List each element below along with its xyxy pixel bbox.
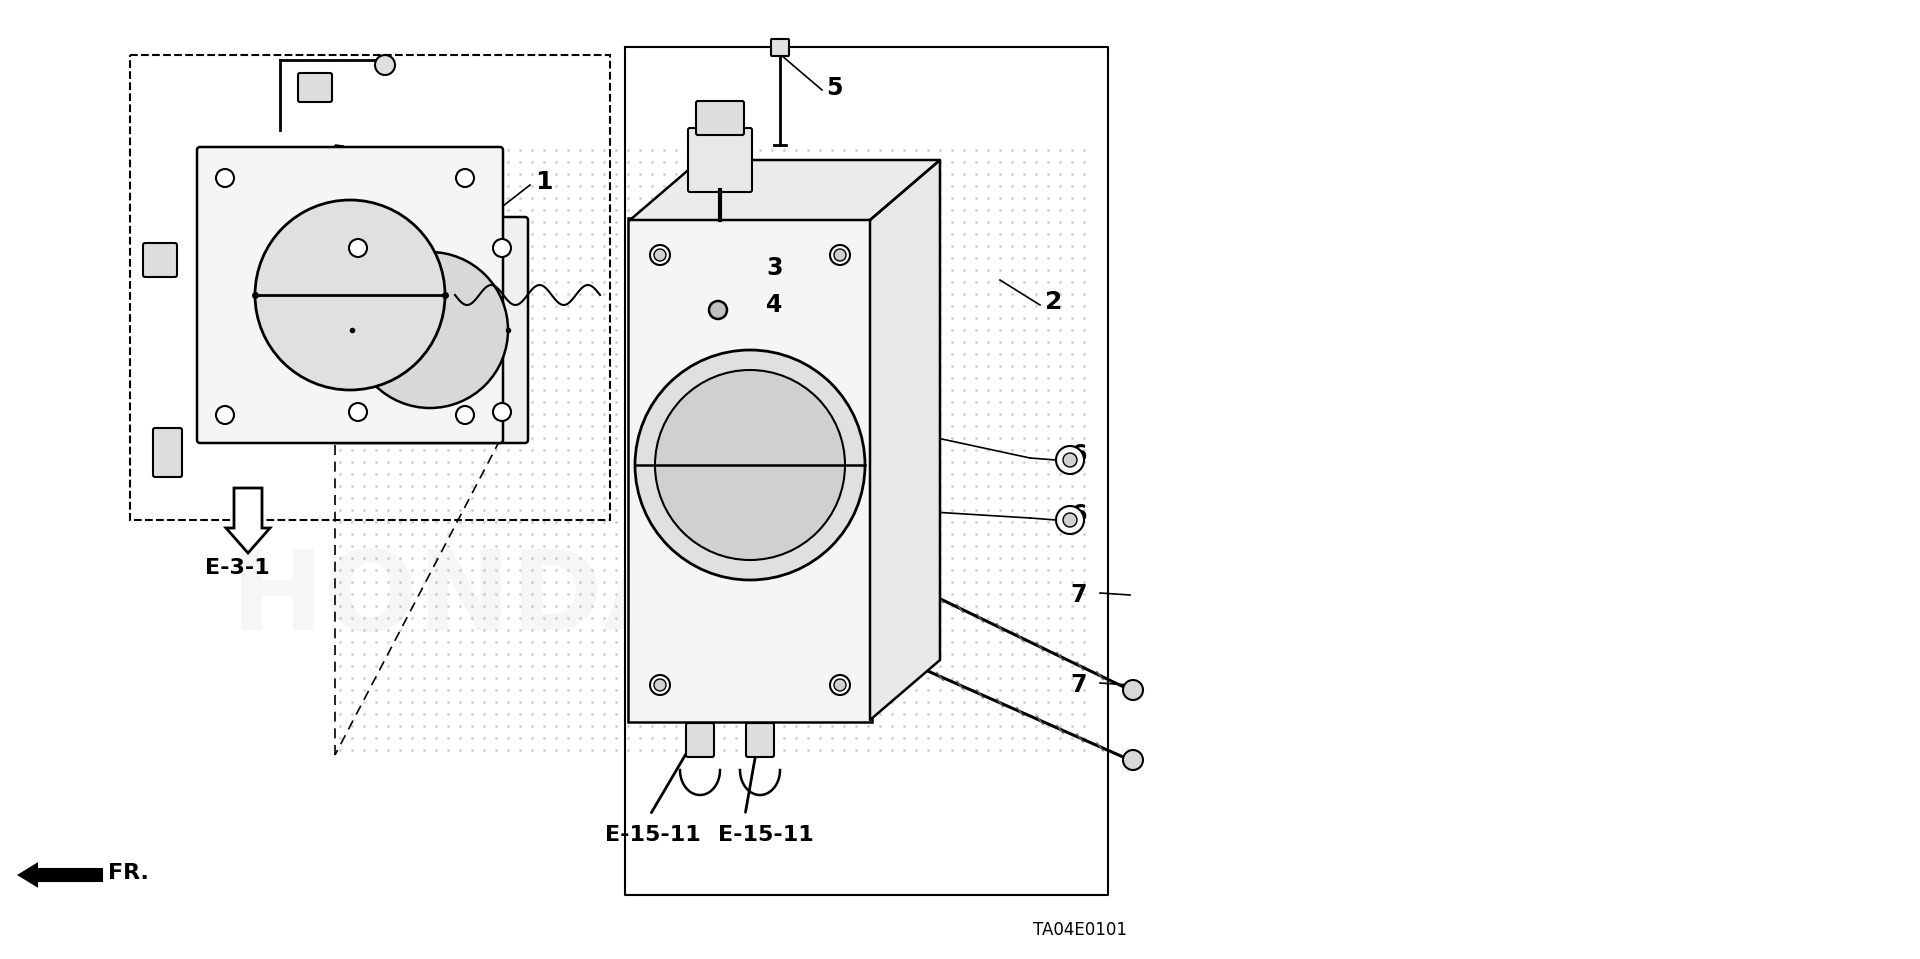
- Circle shape: [1123, 680, 1142, 700]
- Circle shape: [833, 249, 847, 261]
- FancyBboxPatch shape: [695, 101, 745, 135]
- Polygon shape: [870, 160, 941, 720]
- Circle shape: [829, 245, 851, 265]
- Polygon shape: [630, 160, 941, 220]
- Text: E-15-11: E-15-11: [605, 825, 701, 845]
- Circle shape: [351, 252, 509, 408]
- Text: 1: 1: [536, 170, 553, 194]
- Text: 5: 5: [826, 76, 843, 100]
- Text: 6: 6: [1069, 503, 1087, 527]
- Circle shape: [493, 403, 511, 421]
- FancyBboxPatch shape: [332, 217, 528, 443]
- Circle shape: [493, 239, 511, 257]
- Text: E-3-1: E-3-1: [205, 558, 269, 578]
- Circle shape: [374, 55, 396, 75]
- Circle shape: [651, 245, 670, 265]
- Circle shape: [215, 169, 234, 187]
- FancyBboxPatch shape: [298, 73, 332, 102]
- Circle shape: [655, 679, 666, 691]
- FancyBboxPatch shape: [772, 39, 789, 56]
- FancyBboxPatch shape: [198, 147, 503, 443]
- Circle shape: [457, 406, 474, 424]
- Circle shape: [255, 200, 445, 390]
- Circle shape: [349, 403, 367, 421]
- Text: 6: 6: [1069, 443, 1087, 467]
- FancyArrow shape: [227, 488, 271, 553]
- Text: 3: 3: [766, 256, 783, 280]
- FancyBboxPatch shape: [628, 218, 872, 722]
- FancyBboxPatch shape: [154, 428, 182, 477]
- Circle shape: [1064, 513, 1077, 527]
- Text: 4: 4: [766, 293, 781, 317]
- Circle shape: [1056, 506, 1085, 534]
- Circle shape: [215, 406, 234, 424]
- Text: E-15-11: E-15-11: [718, 825, 814, 845]
- Circle shape: [349, 239, 367, 257]
- FancyBboxPatch shape: [685, 723, 714, 757]
- Text: 2: 2: [1044, 290, 1062, 314]
- Circle shape: [636, 350, 866, 580]
- Circle shape: [833, 679, 847, 691]
- Text: HONDA: HONDA: [230, 547, 689, 653]
- Circle shape: [1056, 446, 1085, 474]
- Circle shape: [655, 249, 666, 261]
- Circle shape: [1064, 453, 1077, 467]
- Text: FR.: FR.: [108, 863, 150, 883]
- Text: 7: 7: [1069, 583, 1087, 607]
- Circle shape: [651, 675, 670, 695]
- Text: TA04E0101: TA04E0101: [1033, 921, 1127, 939]
- FancyBboxPatch shape: [687, 128, 753, 192]
- Circle shape: [655, 370, 845, 560]
- Circle shape: [1123, 750, 1142, 770]
- FancyArrow shape: [19, 864, 102, 886]
- Circle shape: [457, 169, 474, 187]
- FancyBboxPatch shape: [142, 243, 177, 277]
- Circle shape: [829, 675, 851, 695]
- FancyBboxPatch shape: [747, 723, 774, 757]
- Circle shape: [708, 301, 728, 319]
- Text: 7: 7: [1069, 673, 1087, 697]
- Bar: [334, 145, 1094, 755]
